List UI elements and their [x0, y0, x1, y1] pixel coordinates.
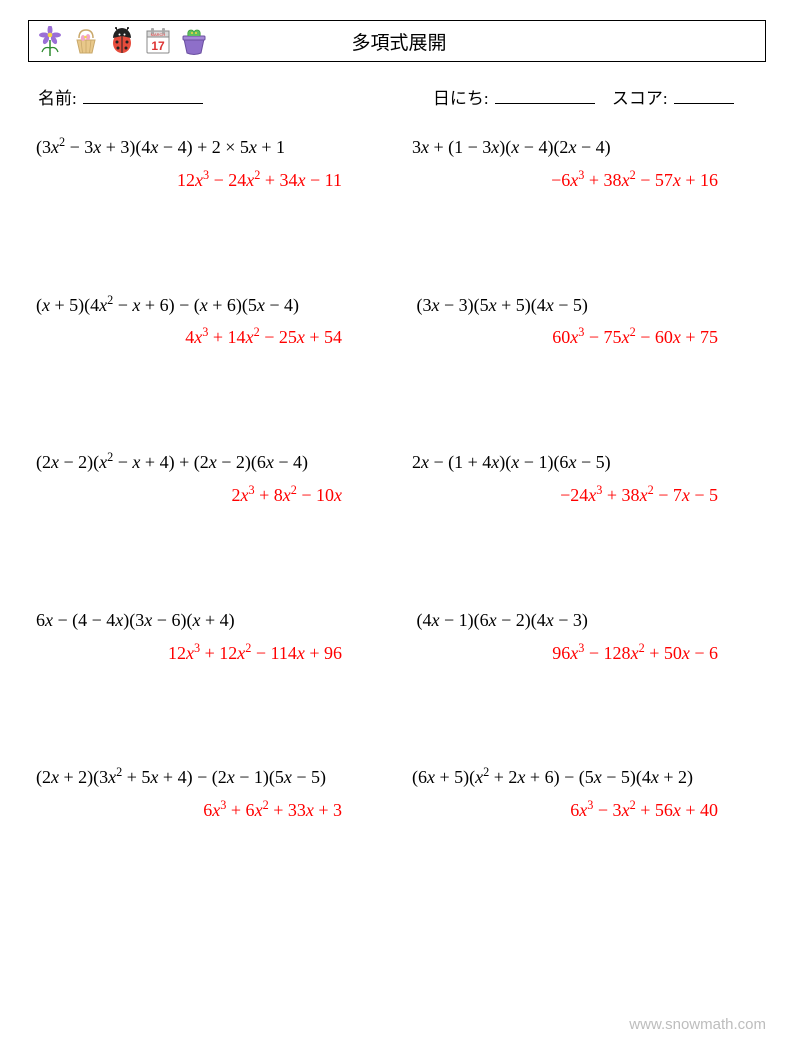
problem-question: 2x − (1 + 4x)(x − 1)(6x − 5): [412, 448, 758, 477]
problem-question: (3x2 − 3x + 3)(4x − 4) + 2 × 5x + 1: [36, 133, 382, 162]
problem-answer: −6x3 + 38x2 − 57x + 16: [412, 166, 758, 195]
problem-answer: 6x3 + 6x2 + 33x + 3: [36, 796, 382, 825]
problem-answer: 6x3 − 3x2 + 56x + 40: [412, 796, 758, 825]
header-icons: MARCH 17: [35, 26, 209, 56]
pot-icon: [179, 26, 209, 56]
meta-line: 名前: 日にち: スコア:: [38, 84, 756, 109]
problem-question: (4x − 1)(6x − 2)(4x − 3): [412, 606, 758, 635]
problem-cell: (3x2 − 3x + 3)(4x − 4) + 2 × 5x + 1 12x3 …: [36, 133, 382, 195]
header-box: MARCH 17 多項式展開: [28, 20, 766, 62]
problem-question: (x + 5)(4x2 − x + 6) − (x + 6)(5x − 4): [36, 291, 382, 320]
problem-cell: (2x − 2)(x2 − x + 4) + (2x − 2)(6x − 4) 2…: [36, 448, 382, 510]
flower-icon: [35, 26, 65, 56]
page-title-wrap: 多項式展開: [209, 28, 759, 55]
basket-icon: [71, 26, 101, 56]
problem-question: 3x + (1 − 3x)(x − 4)(2x − 4): [412, 133, 758, 162]
problem-question: (2x + 2)(3x2 + 5x + 4) − (2x − 1)(5x − 5…: [36, 763, 382, 792]
problem-answer: 12x3 − 24x2 + 34x − 11: [36, 166, 382, 195]
date-label: 日にち:: [433, 89, 489, 108]
footer-url: www.snowmath.com: [629, 1016, 766, 1033]
problem-question: (3x − 3)(5x + 5)(4x − 5): [412, 291, 758, 320]
svg-text:17: 17: [151, 39, 165, 53]
name-blank: [83, 89, 203, 104]
problem-cell: (x + 5)(4x2 − x + 6) − (x + 6)(5x − 4) 4x…: [36, 291, 382, 353]
calendar-icon: MARCH 17: [143, 26, 173, 56]
problem-question: (6x + 5)(x2 + 2x + 6) − (5x − 5)(4x + 2): [412, 763, 758, 792]
problem-cell: 3x + (1 − 3x)(x − 4)(2x − 4) −6x3 + 38x2 …: [412, 133, 758, 195]
problem-question: (2x − 2)(x2 − x + 4) + (2x − 2)(6x − 4): [36, 448, 382, 477]
problem-cell: (4x − 1)(6x − 2)(4x − 3) 96x3 − 128x2 + 5…: [412, 606, 758, 668]
problem-answer: −24x3 + 38x2 − 7x − 5: [412, 481, 758, 510]
problem-cell: (2x + 2)(3x2 + 5x + 4) − (2x − 1)(5x − 5…: [36, 763, 382, 825]
page-title: 多項式展開: [351, 33, 446, 54]
problem-grid: (3x2 − 3x + 3)(4x − 4) + 2 × 5x + 1 12x3 …: [28, 133, 766, 825]
problem-answer: 96x3 − 128x2 + 50x − 6: [412, 639, 758, 668]
svg-text:MARCH: MARCH: [151, 32, 166, 37]
score-label: スコア:: [612, 89, 668, 108]
name-label: 名前:: [38, 89, 77, 108]
problem-cell: (6x + 5)(x2 + 2x + 6) − (5x − 5)(4x + 2)…: [412, 763, 758, 825]
problem-question: 6x − (4 − 4x)(3x − 6)(x + 4): [36, 606, 382, 635]
problem-answer: 4x3 + 14x2 − 25x + 54: [36, 323, 382, 352]
date-blank: [495, 89, 595, 104]
score-blank: [674, 89, 734, 104]
problem-cell: (3x − 3)(5x + 5)(4x − 5) 60x3 − 75x2 − 60…: [412, 291, 758, 353]
problem-cell: 2x − (1 + 4x)(x − 1)(6x − 5) −24x3 + 38x2…: [412, 448, 758, 510]
problem-answer: 60x3 − 75x2 − 60x + 75: [412, 323, 758, 352]
problem-answer: 2x3 + 8x2 − 10x: [36, 481, 382, 510]
problem-answer: 12x3 + 12x2 − 114x + 96: [36, 639, 382, 668]
ladybug-icon: [107, 26, 137, 56]
problem-cell: 6x − (4 − 4x)(3x − 6)(x + 4) 12x3 + 12x2 …: [36, 606, 382, 668]
